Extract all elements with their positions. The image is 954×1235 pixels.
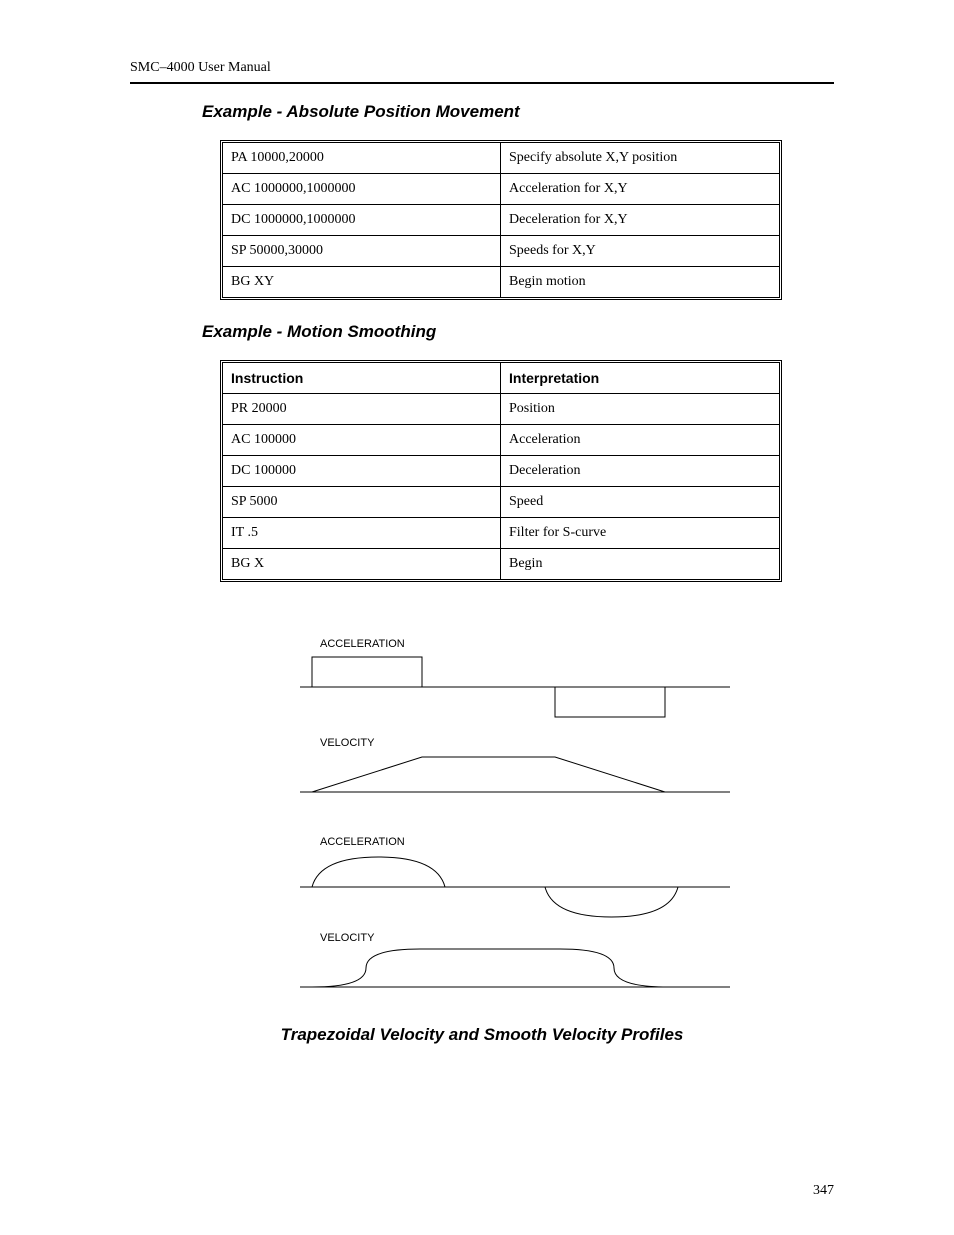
cmd-cell: BG X (223, 549, 501, 579)
col-header-left: Instruction (223, 363, 501, 394)
desc-cell: Acceleration for X,Y (501, 174, 779, 205)
col-header-right: Interpretation (501, 363, 779, 394)
page-number: 347 (813, 1183, 834, 1199)
table-row: SP 5000Speed (223, 487, 779, 518)
desc-cell: Deceleration for X,Y (501, 205, 779, 236)
cmd-cell: AC 100000 (223, 425, 501, 456)
desc-cell: Deceleration (501, 456, 779, 487)
table-row: AC 1000000,1000000Acceleration for X,Y (223, 174, 779, 205)
table-row: SP 50000,30000Speeds for X,Y (223, 236, 779, 267)
desc-cell: Acceleration (501, 425, 779, 456)
cmd-cell: IT .5 (223, 518, 501, 549)
table-row: DC 100000Deceleration (223, 456, 779, 487)
table-row: IT .5Filter for S-curve (223, 518, 779, 549)
cmd-cell: BG XY (223, 267, 501, 297)
desc-cell: Specify absolute X,Y position (501, 143, 779, 174)
section-title-2: Example - Motion Smoothing (202, 322, 834, 342)
velocity-profiles-figure: ACCELERATION VELOCITY ACCELERATION VELOCITY (290, 632, 834, 997)
desc-cell: Speeds for X,Y (501, 236, 779, 267)
svg-text:VELOCITY: VELOCITY (320, 932, 375, 944)
cmd-cell: SP 5000 (223, 487, 501, 518)
profiles-svg: ACCELERATION VELOCITY ACCELERATION VELOCITY (290, 632, 740, 997)
table-header-row: InstructionInterpretation (223, 363, 779, 394)
cmd-cell: PR 20000 (223, 394, 501, 425)
svg-text:ACCELERATION: ACCELERATION (320, 638, 405, 650)
table-row: DC 1000000,1000000Deceleration for X,Y (223, 205, 779, 236)
desc-cell: Begin (501, 549, 779, 579)
page-header: SMC–4000 User Manual (130, 60, 834, 76)
cmd-cell: PA 10000,20000 (223, 143, 501, 174)
desc-cell: Filter for S-curve (501, 518, 779, 549)
section-title-1: Example - Absolute Position Movement (202, 102, 834, 122)
cmd-cell: DC 1000000,1000000 (223, 205, 501, 236)
table-absolute-position: PA 10000,20000Specify absolute X,Y posit… (220, 140, 782, 300)
figure-caption: Trapezoidal Velocity and Smooth Velocity… (130, 1025, 834, 1045)
desc-cell: Begin motion (501, 267, 779, 297)
header-rule (130, 82, 834, 84)
svg-text:ACCELERATION: ACCELERATION (320, 836, 405, 848)
table-motion-smoothing: InstructionInterpretation PR 20000Positi… (220, 360, 782, 582)
cmd-cell: AC 1000000,1000000 (223, 174, 501, 205)
table-row: PR 20000Position (223, 394, 779, 425)
cmd-cell: DC 100000 (223, 456, 501, 487)
desc-cell: Position (501, 394, 779, 425)
table-row: BG XYBegin motion (223, 267, 779, 297)
svg-text:VELOCITY: VELOCITY (320, 737, 375, 749)
cmd-cell: SP 50000,30000 (223, 236, 501, 267)
table-row: PA 10000,20000Specify absolute X,Y posit… (223, 143, 779, 174)
desc-cell: Speed (501, 487, 779, 518)
table-row: BG XBegin (223, 549, 779, 579)
table-row: AC 100000Acceleration (223, 425, 779, 456)
